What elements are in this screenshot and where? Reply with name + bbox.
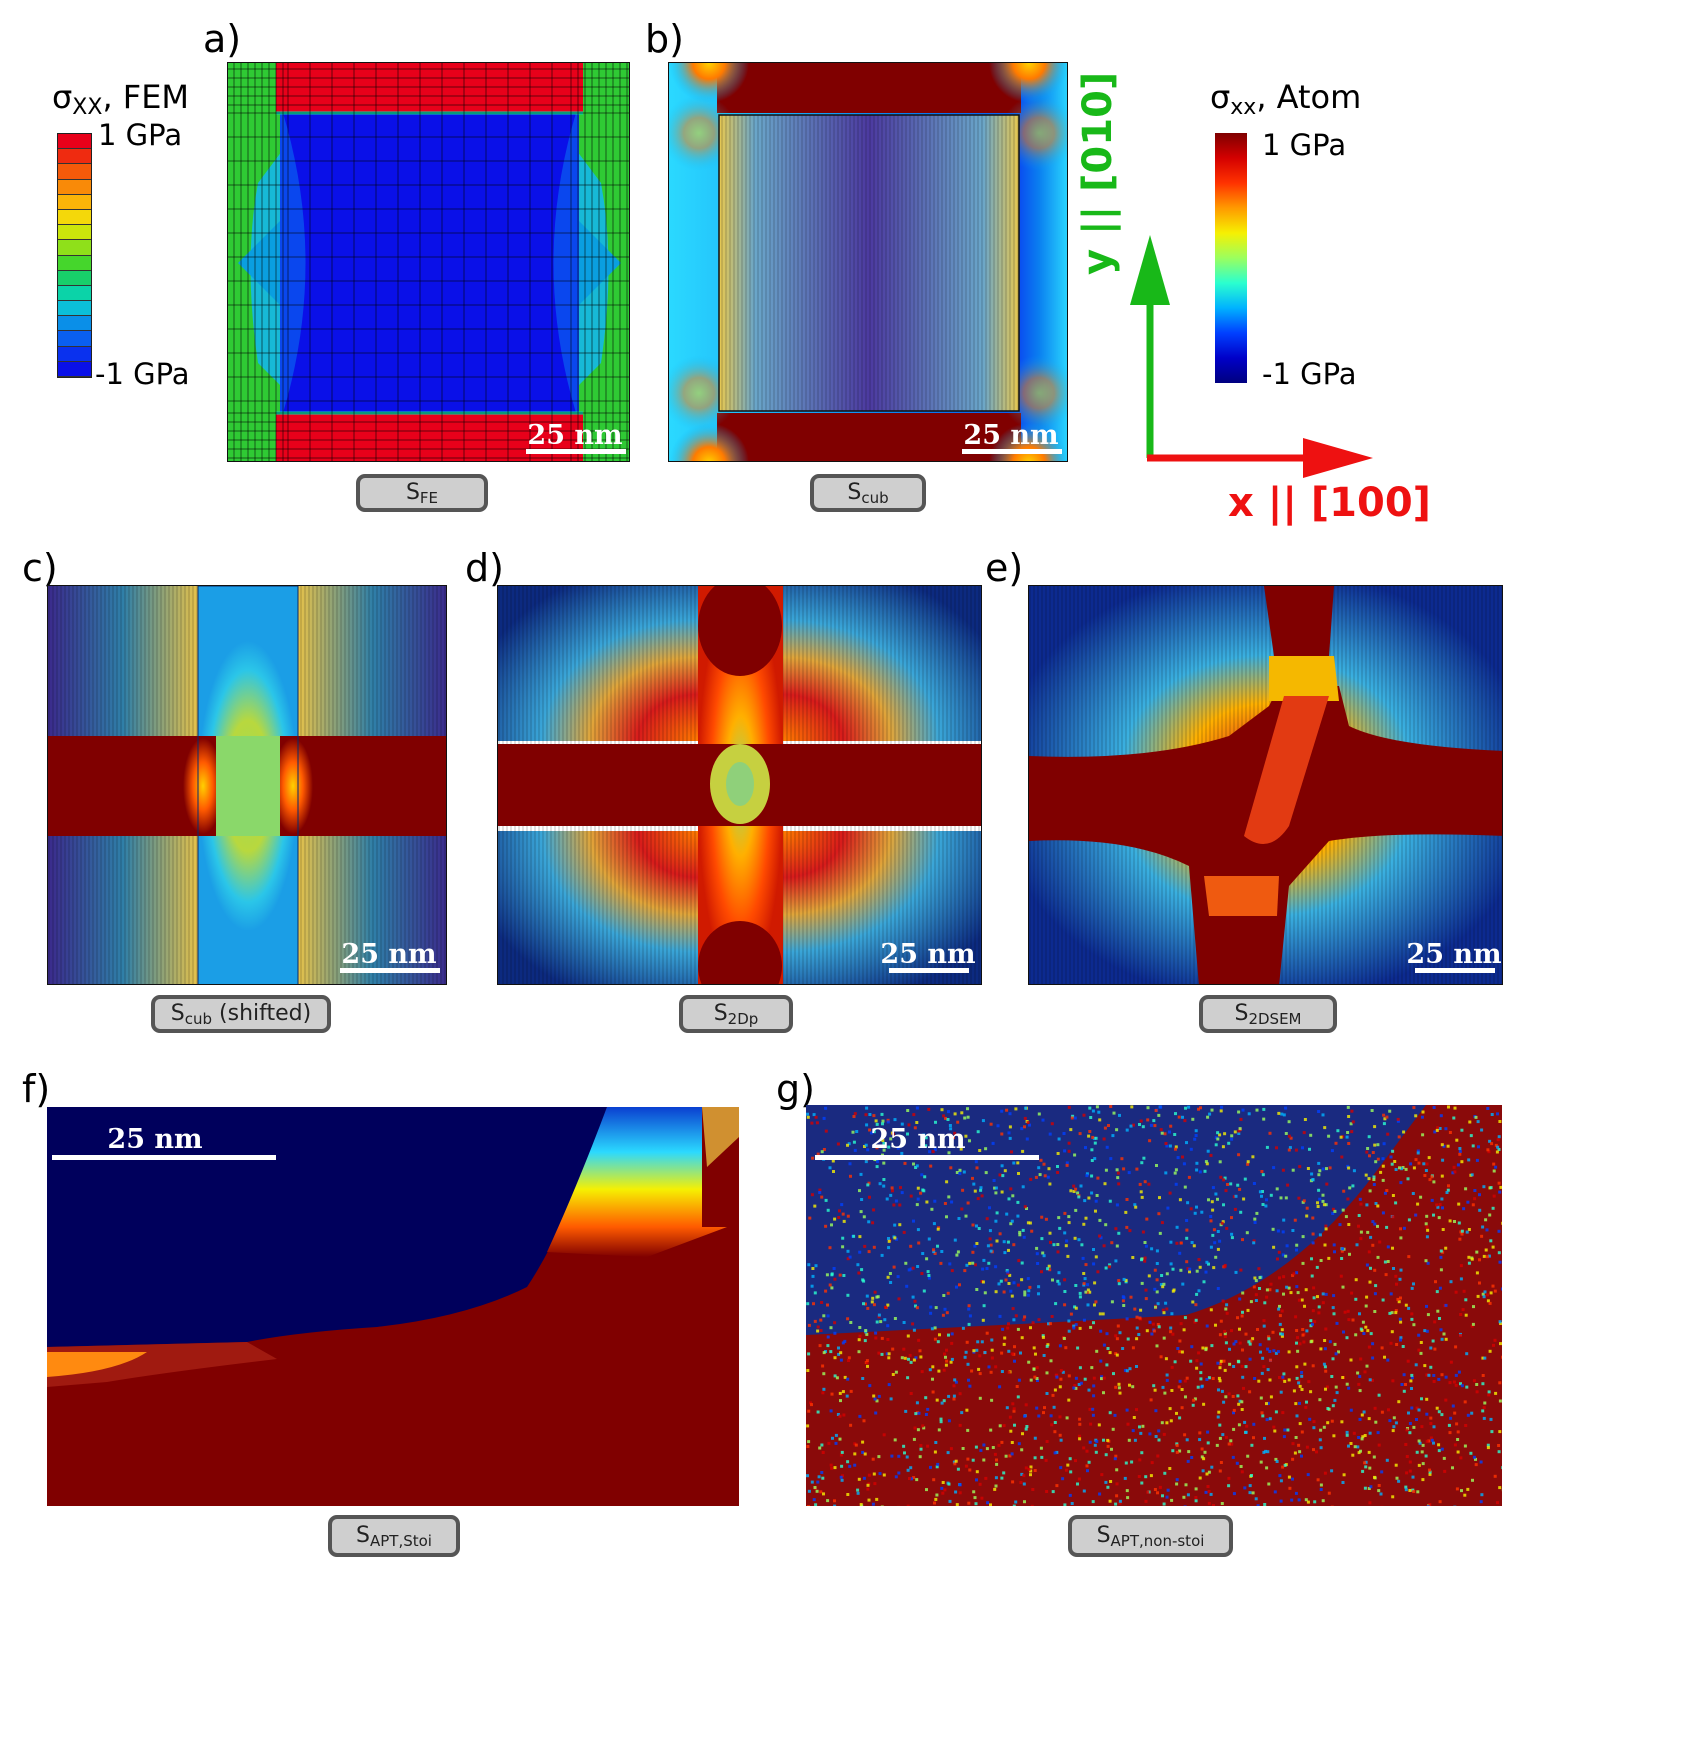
structure-tag-b: Scub bbox=[810, 474, 926, 512]
colorbar-fem-band bbox=[58, 164, 91, 180]
scale-bar-e bbox=[1415, 968, 1495, 973]
scale-label-d: 25 nm bbox=[880, 939, 976, 970]
panel-b-atom-map bbox=[668, 62, 1068, 462]
colorbar-fem-band bbox=[58, 255, 91, 271]
colorbar-atom-max: 1 GPa bbox=[1262, 128, 1347, 162]
structure-tag-c: Scub (shifted) bbox=[151, 995, 331, 1033]
scale-label-f: 25 nm bbox=[107, 1124, 203, 1155]
colorbar-atom-title: σxx, Atom bbox=[1210, 78, 1362, 120]
panel-label-a: a) bbox=[203, 17, 242, 61]
panel-label-g: g) bbox=[776, 1067, 815, 1111]
colorbar-fem-max: 1 GPa bbox=[98, 118, 183, 152]
panel-label-f: f) bbox=[22, 1067, 51, 1111]
structure-tag-d: S2Dp bbox=[679, 995, 793, 1033]
colorbar-fem-band bbox=[58, 240, 91, 256]
colorbar-fem-band bbox=[58, 301, 91, 317]
colorbar-fem-title: σXX, FEM bbox=[52, 78, 190, 120]
panel-label-b: b) bbox=[645, 17, 684, 61]
scale-bar-a bbox=[526, 449, 626, 454]
panel-d-atom-map bbox=[497, 585, 982, 985]
colorbar-fem-band bbox=[58, 149, 91, 165]
colorbar-fem-band bbox=[58, 361, 91, 377]
colorbar-fem bbox=[57, 133, 92, 378]
colorbar-fem-band bbox=[58, 194, 91, 210]
scale-bar-b bbox=[962, 449, 1062, 454]
colorbar-fem-band bbox=[58, 209, 91, 226]
scale-bar-c bbox=[340, 968, 440, 973]
colorbar-atom bbox=[1215, 133, 1247, 383]
colorbar-fem-band bbox=[58, 316, 91, 332]
structure-tag-e: S2DSEM bbox=[1199, 995, 1337, 1033]
panel-label-e: e) bbox=[985, 546, 1024, 590]
colorbar-fem-band bbox=[58, 331, 91, 347]
colorbar-fem-min: -1 GPa bbox=[95, 357, 190, 391]
scale-label-g: 25 nm bbox=[870, 1124, 966, 1155]
colorbar-fem-band bbox=[58, 134, 91, 150]
structure-tag-a: SFE bbox=[356, 474, 488, 512]
colorbar-fem-band bbox=[58, 285, 91, 302]
colorbar-atom-min: -1 GPa bbox=[1262, 357, 1357, 391]
coordinate-axes bbox=[1130, 235, 1373, 478]
colorbar-fem-band bbox=[58, 270, 91, 286]
panel-g-atom-map bbox=[806, 1105, 1502, 1506]
colorbar-fem-band bbox=[58, 179, 91, 195]
scale-label-e: 25 nm bbox=[1406, 939, 1502, 970]
y-axis-arrowhead bbox=[1130, 235, 1170, 305]
colorbar-fem-band bbox=[58, 346, 91, 362]
scale-label-c: 25 nm bbox=[341, 939, 437, 970]
panel-c-atom-map bbox=[47, 585, 447, 985]
colorbar-fem-band bbox=[58, 225, 91, 241]
scale-bar-f bbox=[52, 1155, 276, 1160]
scale-label-b: 25 nm bbox=[963, 420, 1059, 451]
y-axis-label: y || [010] bbox=[1075, 71, 1121, 275]
structure-tag-g: SAPT,non-stoi bbox=[1068, 1515, 1233, 1557]
scale-bar-g bbox=[815, 1155, 1039, 1160]
scale-bar-d bbox=[889, 968, 969, 973]
panel-a-fem-map bbox=[227, 62, 630, 462]
x-axis-arrowhead bbox=[1303, 438, 1373, 478]
panel-f-atom-map bbox=[47, 1107, 739, 1506]
scale-label-a: 25 nm bbox=[527, 420, 623, 451]
structure-tag-f: SAPT,Stoi bbox=[328, 1515, 460, 1557]
x-axis-label: x || [100] bbox=[1228, 480, 1431, 526]
panel-label-d: d) bbox=[465, 546, 504, 590]
panel-e-atom-map bbox=[1028, 585, 1503, 985]
panel-label-c: c) bbox=[22, 546, 58, 590]
